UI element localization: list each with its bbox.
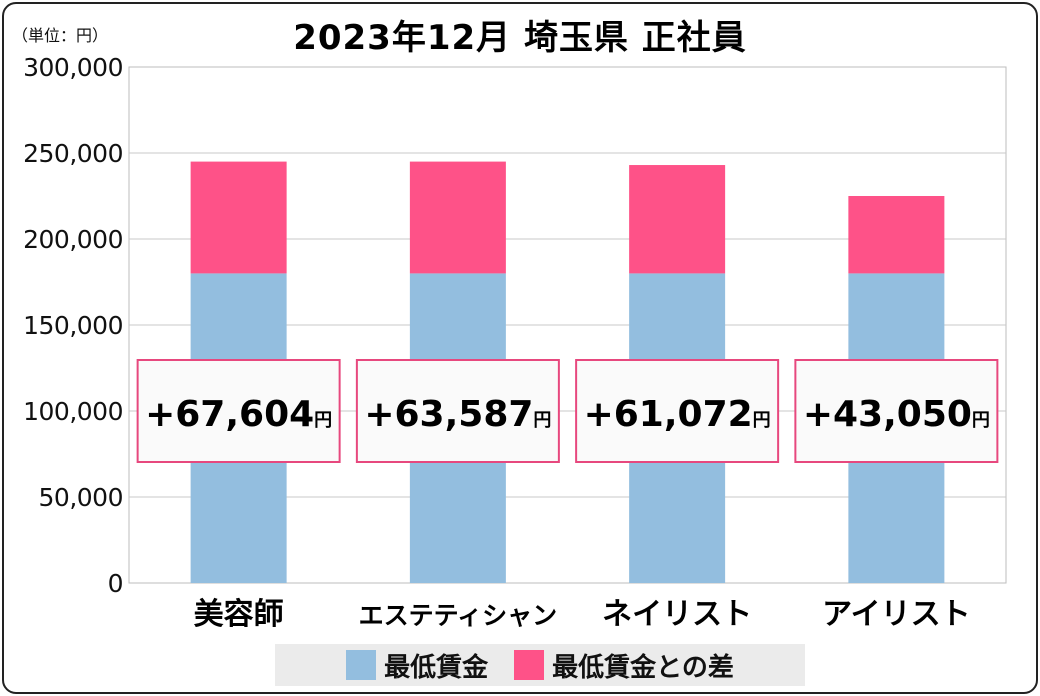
x-category-label: アイリスト: [822, 597, 971, 632]
bar-difference: [190, 161, 287, 274]
difference-callout-box: [355, 359, 560, 463]
legend-item-difference: 最低賃金との差: [514, 647, 734, 684]
y-tick-label: 100,000: [23, 397, 123, 426]
y-tick-label: 150,000: [23, 311, 123, 340]
legend-swatch-difference: [514, 650, 545, 680]
y-tick-label: 250,000: [23, 139, 123, 168]
difference-callout-text: +43,050円: [803, 394, 990, 435]
y-tick-label: 0: [108, 569, 123, 598]
difference-callout-box: [575, 359, 780, 463]
x-category-label: ネイリスト: [602, 597, 752, 632]
bar-difference: [848, 196, 945, 274]
unit-label: （単位：円）: [12, 26, 109, 45]
chart-plot: 0 50,000 100,000 150,000 200,000 250,000 300,0…: [23, 53, 1007, 632]
difference-callout-text: +67,604円: [145, 394, 332, 435]
legend-label-min-wage: 最低賃金: [384, 652, 489, 683]
y-tick-label: 50,000: [39, 483, 123, 512]
bar-difference: [409, 161, 506, 274]
legend-label-difference: 最低賃金との差: [552, 652, 734, 683]
y-tick-label: 200,000: [23, 225, 123, 254]
bar-difference: [629, 165, 726, 274]
difference-callout-text: +61,072円: [584, 394, 771, 435]
legend-item-min-wage: 最低賃金: [346, 647, 488, 684]
difference-callout-box: [794, 359, 999, 463]
chart-title: 2023年12月 埼玉県 正社員: [293, 18, 747, 58]
x-category-label: 美容師: [194, 597, 284, 632]
x-category-label: エステティシャン: [359, 601, 558, 630]
legend: 最低賃金 最低賃金との差: [275, 644, 805, 686]
legend-swatch-min-wage: [346, 650, 377, 680]
y-tick-label: 300,000: [23, 53, 123, 82]
difference-callout-box: [136, 359, 341, 463]
difference-callout-text: +63,587円: [364, 394, 551, 435]
